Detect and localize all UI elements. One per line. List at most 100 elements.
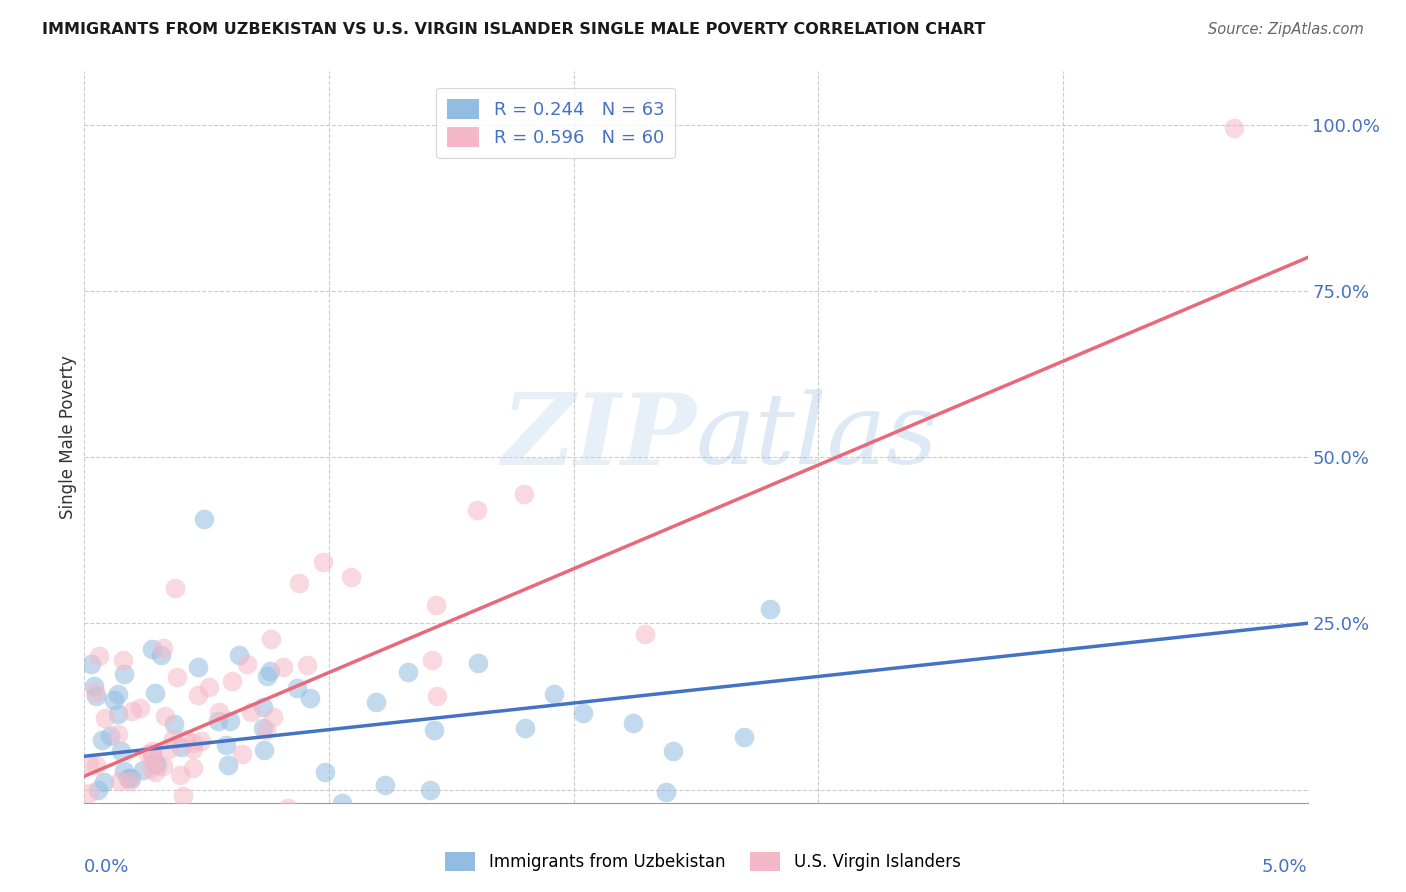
Point bbox=[84, 689, 107, 703]
Point bbox=[103, 814, 125, 829]
Point bbox=[170, 739, 193, 754]
Point bbox=[80, 657, 103, 672]
Point bbox=[240, 705, 263, 719]
Point bbox=[260, 632, 283, 647]
Point bbox=[396, 665, 419, 679]
Point bbox=[756, 815, 779, 830]
Point bbox=[163, 581, 186, 595]
Legend: Immigrants from Uzbekistan, U.S. Virgin Islanders: Immigrants from Uzbekistan, U.S. Virgin … bbox=[437, 843, 969, 880]
Point bbox=[759, 601, 782, 615]
Point bbox=[215, 738, 238, 752]
Point bbox=[662, 744, 685, 758]
Point bbox=[174, 815, 197, 830]
Point bbox=[312, 555, 335, 569]
Point bbox=[543, 686, 565, 700]
Point bbox=[107, 727, 129, 741]
Point bbox=[120, 774, 142, 789]
Point bbox=[169, 768, 191, 782]
Point bbox=[142, 753, 165, 767]
Point bbox=[136, 747, 159, 761]
Point bbox=[107, 687, 129, 701]
Point bbox=[152, 640, 174, 655]
Point bbox=[111, 653, 134, 667]
Point bbox=[146, 758, 169, 772]
Point bbox=[141, 761, 163, 775]
Point bbox=[141, 744, 163, 758]
Point bbox=[254, 723, 277, 737]
Point bbox=[340, 570, 363, 584]
Point bbox=[162, 732, 184, 747]
Point bbox=[166, 671, 188, 685]
Point bbox=[256, 669, 278, 683]
Point bbox=[122, 815, 145, 830]
Text: 5.0%: 5.0% bbox=[1263, 858, 1308, 876]
Point bbox=[252, 699, 274, 714]
Point bbox=[184, 806, 207, 821]
Point bbox=[423, 723, 446, 737]
Point bbox=[150, 648, 173, 662]
Point bbox=[513, 721, 536, 735]
Point bbox=[152, 759, 174, 773]
Point bbox=[181, 736, 204, 750]
Text: 0.0%: 0.0% bbox=[84, 858, 129, 876]
Point bbox=[733, 730, 755, 744]
Point bbox=[112, 666, 135, 681]
Point bbox=[172, 789, 194, 803]
Text: Source: ZipAtlas.com: Source: ZipAtlas.com bbox=[1208, 22, 1364, 37]
Point bbox=[84, 685, 107, 699]
Point bbox=[621, 715, 644, 730]
Point bbox=[141, 747, 163, 761]
Point bbox=[1223, 120, 1246, 135]
Point bbox=[425, 598, 447, 612]
Text: IMMIGRANTS FROM UZBEKISTAN VS U.S. VIRGIN ISLANDER SINGLE MALE POVERTY CORRELATI: IMMIGRANTS FROM UZBEKISTAN VS U.S. VIRGI… bbox=[42, 22, 986, 37]
Point bbox=[112, 805, 135, 819]
Point bbox=[87, 648, 110, 663]
Point bbox=[115, 815, 138, 830]
Point bbox=[165, 815, 187, 830]
Point bbox=[86, 783, 108, 797]
Point bbox=[330, 797, 353, 811]
Point bbox=[84, 757, 107, 772]
Point bbox=[157, 742, 180, 756]
Point bbox=[128, 701, 150, 715]
Point bbox=[655, 785, 678, 799]
Point bbox=[103, 693, 125, 707]
Point bbox=[110, 744, 132, 758]
Point bbox=[219, 714, 242, 728]
Point bbox=[252, 721, 274, 735]
Point bbox=[231, 747, 253, 762]
Point bbox=[467, 657, 489, 671]
Point bbox=[253, 743, 276, 757]
Point bbox=[217, 758, 239, 772]
Point bbox=[277, 801, 299, 815]
Point bbox=[262, 710, 284, 724]
Point bbox=[176, 732, 198, 747]
Point bbox=[271, 660, 294, 674]
Point bbox=[208, 705, 231, 719]
Point bbox=[314, 764, 336, 779]
Point bbox=[153, 709, 176, 723]
Point bbox=[155, 815, 177, 830]
Y-axis label: Single Male Poverty: Single Male Poverty bbox=[59, 355, 77, 519]
Point bbox=[198, 680, 221, 694]
Point bbox=[420, 653, 443, 667]
Point bbox=[120, 772, 142, 786]
Text: atlas: atlas bbox=[696, 390, 939, 484]
Point bbox=[465, 503, 488, 517]
Point bbox=[288, 576, 311, 591]
Point bbox=[132, 764, 155, 778]
Point bbox=[163, 717, 186, 731]
Point bbox=[82, 811, 104, 825]
Point bbox=[426, 690, 449, 704]
Point bbox=[513, 487, 536, 501]
Point bbox=[235, 657, 257, 671]
Point bbox=[366, 694, 388, 708]
Point bbox=[77, 756, 100, 771]
Point bbox=[94, 711, 117, 725]
Point bbox=[221, 674, 243, 689]
Legend: R = 0.244   N = 63, R = 0.596   N = 60: R = 0.244 N = 63, R = 0.596 N = 60 bbox=[436, 87, 675, 158]
Point bbox=[108, 774, 131, 789]
Point bbox=[183, 742, 205, 756]
Point bbox=[143, 764, 166, 779]
Point bbox=[187, 660, 209, 674]
